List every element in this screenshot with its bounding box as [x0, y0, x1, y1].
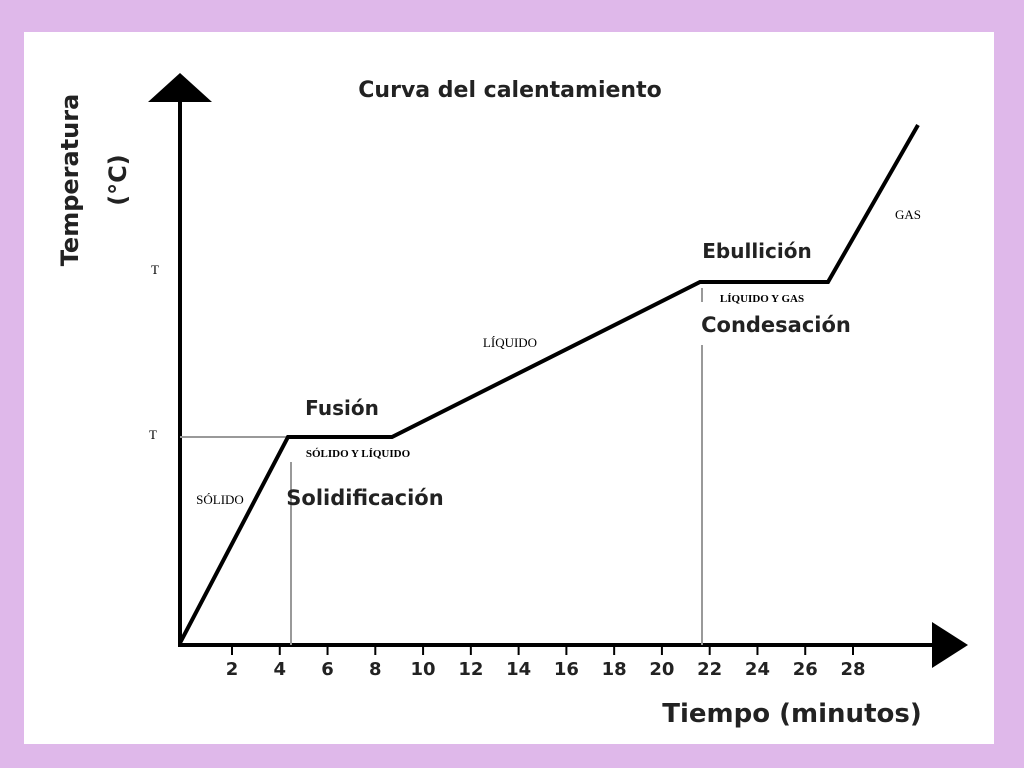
y-axis-unit: (°C) — [104, 154, 132, 206]
x-tick-label: 18 — [602, 659, 627, 680]
x-axis-label: Tiempo (minutos) — [662, 699, 921, 729]
transition-label: Ebullición — [702, 239, 811, 263]
x-tick-label: 10 — [411, 659, 436, 680]
y-mark: T — [149, 427, 157, 442]
axes — [148, 73, 968, 668]
x-tick-label: 12 — [458, 659, 483, 680]
curve — [178, 124, 920, 644]
x-tick-label: 2 — [226, 659, 239, 680]
guides — [180, 288, 703, 645]
x-tick-label: 22 — [697, 659, 722, 680]
x-tick-label: 20 — [649, 659, 674, 680]
x-tick-label: 8 — [369, 659, 382, 680]
transition-label: Fusión — [305, 396, 379, 420]
x-tick-label: 4 — [274, 659, 287, 680]
x-tick-label: 14 — [506, 659, 531, 680]
x-tick-label: 6 — [321, 659, 334, 680]
phase-label: GAS — [895, 207, 921, 222]
transition-label: Condesación — [701, 313, 851, 337]
y-mark: T — [151, 262, 159, 277]
x-tick-label: 24 — [745, 659, 770, 680]
phase-label: LÍQUIDO — [483, 335, 537, 350]
phase-label: SÓLIDO — [196, 492, 244, 507]
x-tick-label: 16 — [554, 659, 579, 680]
x-tick-label: 26 — [793, 659, 818, 680]
x-tick-label: 28 — [840, 659, 865, 680]
phase-label: SÓLIDO Y LÍQUIDO — [306, 448, 411, 460]
y-axis-label: Temperatura — [56, 94, 84, 267]
phase-label: LÍQUIDO Y GAS — [720, 293, 804, 305]
panel — [24, 32, 994, 744]
transition-label: Solidificación — [286, 486, 443, 510]
title: Curva del calentamiento — [358, 78, 661, 103]
